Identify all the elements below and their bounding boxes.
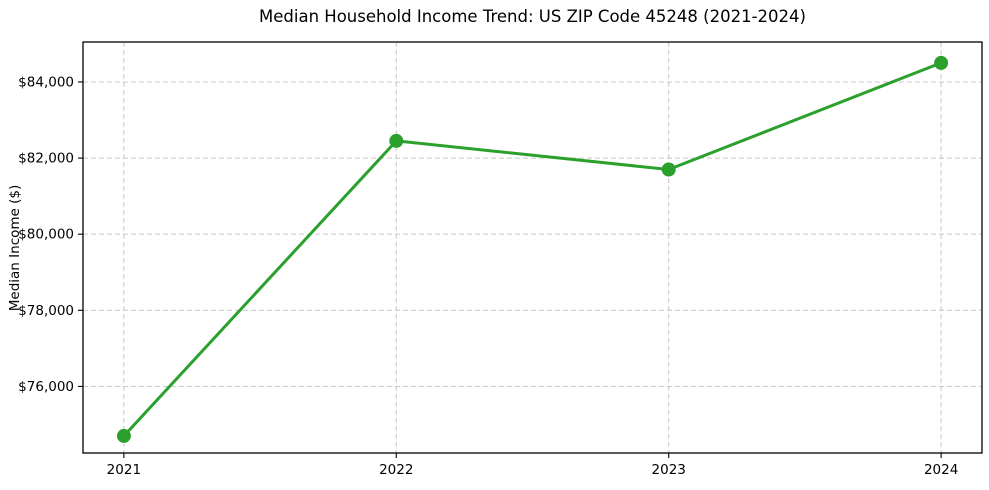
x-tick-label: 2022 (379, 462, 413, 478)
y-tick-label: $84,000 (18, 74, 74, 90)
y-tick-label: $78,000 (18, 303, 74, 319)
data-point-2022 (389, 133, 404, 148)
data-point-2023 (661, 162, 676, 177)
chart-title: Median Household Income Trend: US ZIP Co… (259, 7, 806, 26)
plot-border (82, 41, 983, 454)
y-tick-label: $76,000 (18, 379, 74, 395)
y-tick-label: $82,000 (18, 151, 74, 167)
series-line (122, 61, 943, 438)
x-tick-label: 2021 (107, 462, 141, 478)
data-point-2021 (116, 428, 131, 443)
x-tick-label: 2023 (652, 462, 686, 478)
y-tick-label: $80,000 (18, 227, 74, 243)
x-tick-label: 2024 (924, 462, 958, 478)
data-point-2024 (934, 55, 949, 70)
